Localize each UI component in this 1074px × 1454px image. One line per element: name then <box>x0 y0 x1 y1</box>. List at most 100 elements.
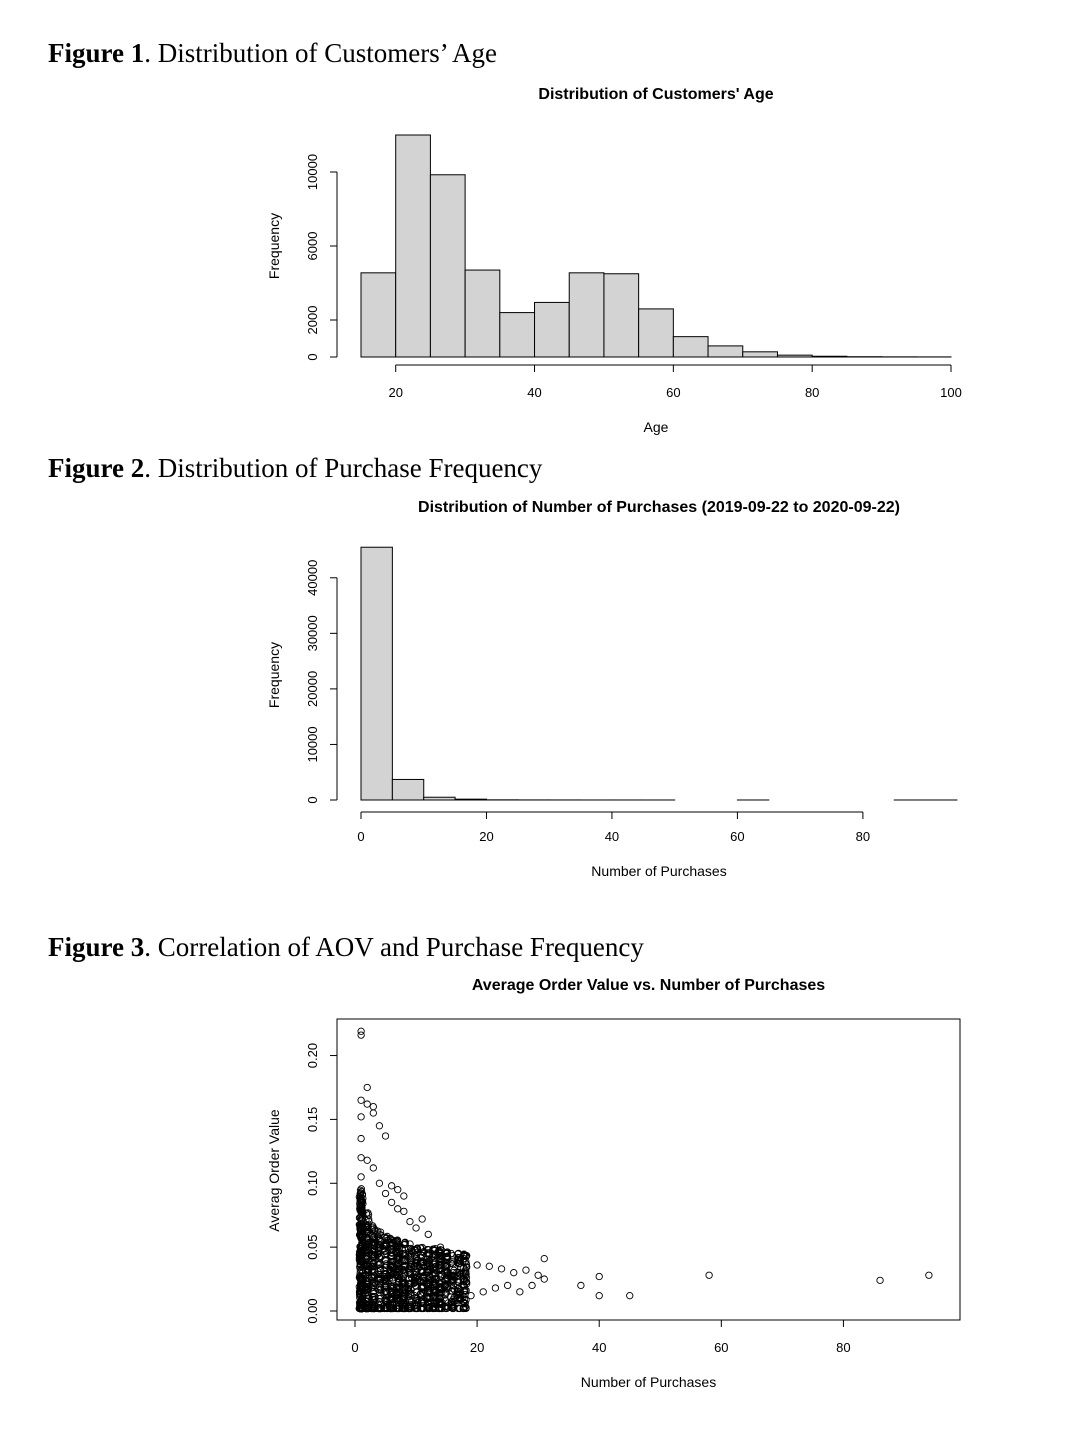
scatter-point <box>369 1234 377 1242</box>
figure-2-text: . Distribution of Purchase Frequency <box>144 453 543 483</box>
scatter-point <box>374 1285 382 1294</box>
x-tick-label: 40 <box>592 1340 606 1355</box>
scatter-point <box>381 1275 389 1283</box>
scatter-point <box>461 1300 469 1308</box>
scatter-point <box>356 1257 365 1265</box>
scatter-point <box>380 1304 388 1313</box>
scatter-point <box>460 1275 468 1283</box>
x-axis-label: Number of Purchases <box>591 863 726 879</box>
scatter-point <box>371 1292 379 1301</box>
scatter-point <box>419 1288 428 1297</box>
scatter-point <box>461 1277 469 1285</box>
scatter-point <box>375 1304 383 1313</box>
scatter-point <box>358 1220 366 1228</box>
scatter-point <box>395 1285 403 1294</box>
scatter-point <box>400 1192 408 1200</box>
scatter-point <box>405 1264 413 1272</box>
scatter-point <box>522 1266 530 1274</box>
scatter-point <box>357 1113 365 1121</box>
scatter-point <box>370 1272 378 1280</box>
scatter-point <box>436 1261 444 1270</box>
scatter-point <box>357 1273 366 1282</box>
scatter-point <box>705 1271 713 1279</box>
scatter-point <box>357 1198 365 1206</box>
scatter-point <box>357 1185 365 1193</box>
scatter-point <box>528 1281 536 1290</box>
scatter-point <box>357 1245 365 1253</box>
scatter-point <box>381 1132 390 1140</box>
scatter-point <box>374 1261 383 1269</box>
scatter-point <box>363 1262 371 1270</box>
plot-frame <box>336 1018 961 1321</box>
scatter-point <box>423 1304 431 1312</box>
y-tick-label: 30000 <box>305 615 320 651</box>
histogram-bar <box>603 273 640 358</box>
scatter-point <box>375 1297 383 1306</box>
scatter-point <box>430 1254 438 1262</box>
scatter-point <box>460 1303 468 1311</box>
scatter-point <box>450 1272 458 1281</box>
scatter-point <box>375 1122 384 1130</box>
scatter-point <box>407 1289 415 1297</box>
scatter-point <box>443 1253 451 1261</box>
scatter-point <box>369 1222 377 1230</box>
figure-1-label: Figure 1 <box>48 38 145 68</box>
scatter-point <box>387 1182 396 1190</box>
y-tick-label: 0.00 <box>305 1298 320 1323</box>
scatter-point <box>435 1278 443 1286</box>
scatter-point <box>497 1265 506 1273</box>
scatter-point <box>459 1272 467 1280</box>
scatter-point <box>925 1271 933 1279</box>
scatter-point <box>395 1247 404 1256</box>
scatter-point <box>367 1276 376 1285</box>
scatter-point <box>394 1205 402 1213</box>
scatter-point <box>416 1258 425 1266</box>
histogram-bar <box>360 272 397 358</box>
histogram-bar <box>423 796 456 801</box>
scatter-point <box>425 1280 433 1288</box>
scatter-point <box>380 1301 389 1309</box>
figure-3-label: Figure 3 <box>48 932 145 962</box>
histogram-bar <box>464 269 501 358</box>
scatter-point <box>436 1290 444 1298</box>
scatter-point <box>456 1296 464 1304</box>
scatter-point <box>407 1273 416 1282</box>
y-tick-label: 2000 <box>305 306 320 335</box>
scatter-point <box>387 1261 395 1269</box>
scatter-point <box>364 1294 372 1302</box>
x-tick-label: 80 <box>836 1340 850 1355</box>
scatter-point <box>443 1273 451 1282</box>
scatter-point <box>363 1259 371 1267</box>
scatter-point <box>435 1286 443 1294</box>
scatter-point <box>417 1267 425 1275</box>
y-axis-label: Frequency <box>266 213 282 279</box>
scatter-point <box>368 1231 377 1239</box>
y-tick-label: 0.20 <box>305 1043 320 1068</box>
scatter-point <box>431 1262 440 1271</box>
scatter-point <box>369 1109 377 1117</box>
figure-2-label: Figure 2 <box>48 453 145 483</box>
scatter-point <box>424 1230 432 1239</box>
x-tick-label: 100 <box>940 385 962 400</box>
x-tick-label: 0 <box>351 1340 358 1355</box>
scatter-point <box>407 1304 415 1313</box>
scatter-point <box>375 1179 384 1187</box>
scatter-point <box>404 1283 413 1291</box>
chart-title: Average Order Value vs. Number of Purcha… <box>472 977 825 994</box>
scatter-point <box>361 1267 370 1275</box>
scatter-point <box>376 1283 384 1292</box>
scatter-point <box>356 1202 364 1210</box>
scatter-point <box>447 1287 456 1295</box>
scatter-point <box>371 1248 379 1257</box>
scatter-point <box>456 1257 464 1265</box>
scatter-point <box>377 1285 385 1293</box>
scatter-point <box>459 1304 468 1313</box>
scatter-point <box>357 1212 365 1220</box>
y-axis-label: Frequency <box>266 642 282 708</box>
scatter-point <box>355 1193 364 1201</box>
scatter-point <box>395 1268 403 1276</box>
scatter-point <box>367 1238 376 1247</box>
histogram-bar <box>638 308 674 358</box>
scatter-point <box>356 1249 364 1257</box>
